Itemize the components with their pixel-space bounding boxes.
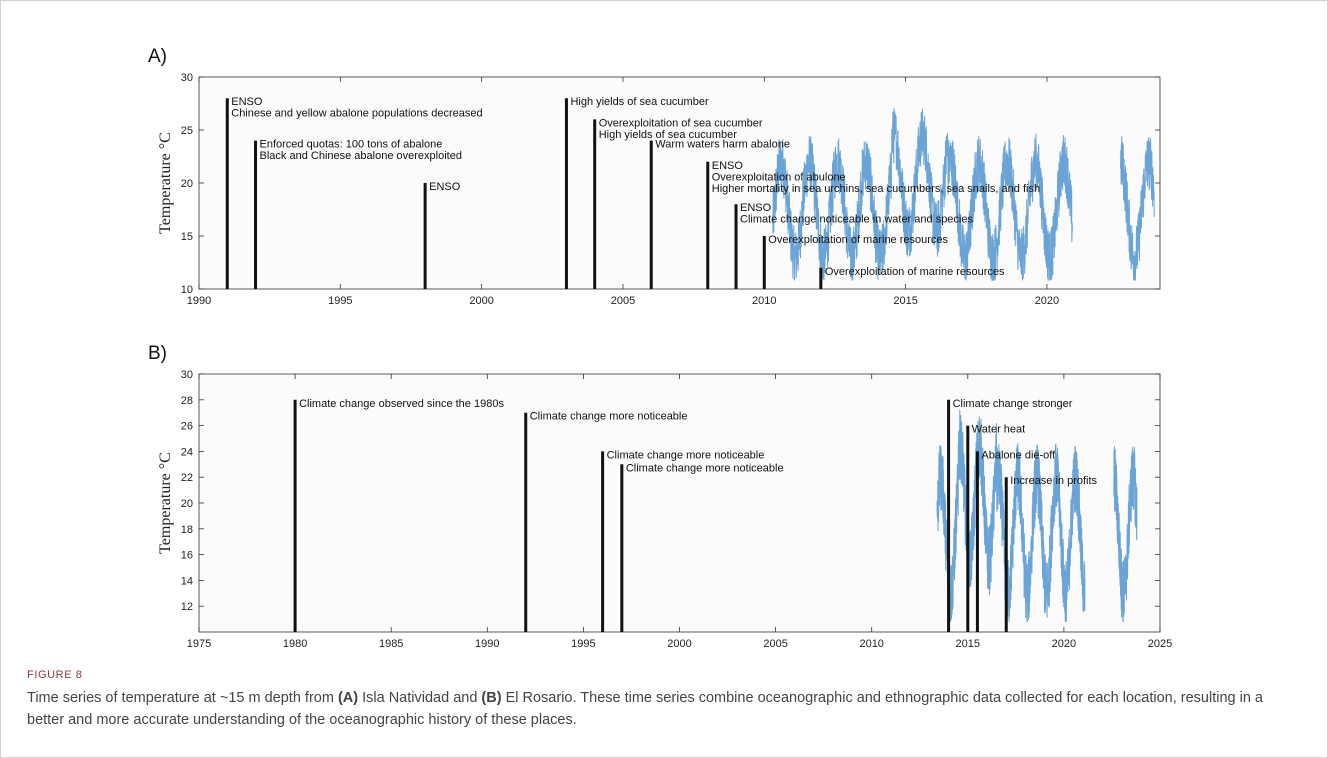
y-tick-label: 20 <box>181 498 193 510</box>
caption-bold-b: (B) <box>481 690 502 706</box>
x-tick-label: 1995 <box>328 295 352 307</box>
event-label: ENSO <box>429 181 461 193</box>
x-tick-label: 2015 <box>956 638 980 650</box>
event-label: Black and Chinese abalone overexploited <box>260 150 462 162</box>
event-label: ENSO <box>231 96 263 108</box>
event-label: Climate change observed since the 1980s <box>299 398 504 410</box>
x-tick-label: 2005 <box>611 295 635 307</box>
event-label: Overexploitation of marine resources <box>825 266 1005 278</box>
x-tick-label: 2020 <box>1035 295 1059 307</box>
event-label: Overexploitation of sea cucumber <box>599 117 763 129</box>
x-tick-label: 2005 <box>763 638 787 650</box>
x-tick-label: 1975 <box>187 638 211 650</box>
y-tick-label: 15 <box>181 231 193 243</box>
y-tick-label: 18 <box>181 524 193 536</box>
event-label: Climate change noticeable in water and s… <box>740 214 973 226</box>
temperature-series-line <box>1113 446 1138 622</box>
temperature-series-line <box>772 108 1073 281</box>
panel-label: A) <box>148 46 167 67</box>
y-tick-label: 28 <box>181 395 193 407</box>
x-tick-label: 2000 <box>667 638 691 650</box>
y-tick-label: 10 <box>181 284 193 296</box>
event-label: Chinese and yellow abalone populations d… <box>231 108 482 120</box>
caption-bold-a: (A) <box>337 690 359 706</box>
y-tick-label: 26 <box>181 421 193 433</box>
figure-label: FIGURE 8 <box>27 669 83 681</box>
y-axis-label: Temperature °C <box>157 452 174 554</box>
plot-area-0 <box>198 76 1161 290</box>
event-label: ENSO <box>712 160 744 172</box>
event-label: Overexploitation of abulone <box>712 171 846 183</box>
x-tick-label: 2000 <box>469 295 493 307</box>
y-tick-label: 20 <box>181 178 193 190</box>
temperature-series-line <box>936 409 1086 622</box>
event-label: Climate change more noticeable <box>607 449 765 461</box>
figure-caption: Time series of temperature at ~15 m dept… <box>27 687 1297 731</box>
x-tick-label: 2025 <box>1148 638 1172 650</box>
y-tick-label: 25 <box>181 125 193 137</box>
event-label: Higher mortality in sea urchins, sea cuc… <box>712 183 1040 195</box>
x-tick-label: 1980 <box>283 638 307 650</box>
x-tick-label: 1990 <box>475 638 499 650</box>
x-tick-label: 2010 <box>752 295 776 307</box>
y-axis-label: Temperature °C <box>157 132 174 234</box>
x-tick-label: 2015 <box>893 295 917 307</box>
y-tick-label: 30 <box>181 72 193 84</box>
y-tick-label: 24 <box>181 446 193 458</box>
event-label: Increase in profits <box>1010 475 1097 487</box>
y-tick-label: 22 <box>181 472 193 484</box>
caption-text-1: Time series of temperature at ~15 m dept… <box>27 690 338 706</box>
event-label: Overexploitation of marine resources <box>768 234 948 246</box>
x-tick-label: 1990 <box>187 295 211 307</box>
event-label: Abalone die-off <box>981 449 1056 461</box>
panel-label: B) <box>148 343 167 364</box>
event-label: Climate change more noticeable <box>530 411 688 423</box>
y-tick-label: 14 <box>181 575 193 587</box>
x-tick-label: 2010 <box>859 638 883 650</box>
event-label: High yields of sea cucumber <box>570 96 709 108</box>
event-label: Enforced quotas: 100 tons of abalone <box>260 139 443 151</box>
temperature-series-line <box>1119 136 1155 281</box>
event-label: ENSO <box>740 202 772 214</box>
event-label: Climate change more noticeable <box>626 462 784 474</box>
y-tick-label: 12 <box>181 601 193 613</box>
x-tick-label: 1995 <box>571 638 595 650</box>
caption-text-3: El Rosario. These time series combine oc… <box>27 690 1263 728</box>
x-tick-label: 1985 <box>379 638 403 650</box>
y-tick-label: 30 <box>181 369 193 381</box>
x-tick-label: 2020 <box>1052 638 1076 650</box>
event-label: Warm waters harm abalone <box>655 139 790 151</box>
event-label: Climate change stronger <box>953 398 1073 410</box>
caption-text-2: Isla Natividad and <box>358 690 482 706</box>
event-label: High yields of sea cucumber <box>599 129 738 141</box>
event-label: Water heat <box>972 424 1025 436</box>
y-tick-label: 16 <box>181 550 193 562</box>
